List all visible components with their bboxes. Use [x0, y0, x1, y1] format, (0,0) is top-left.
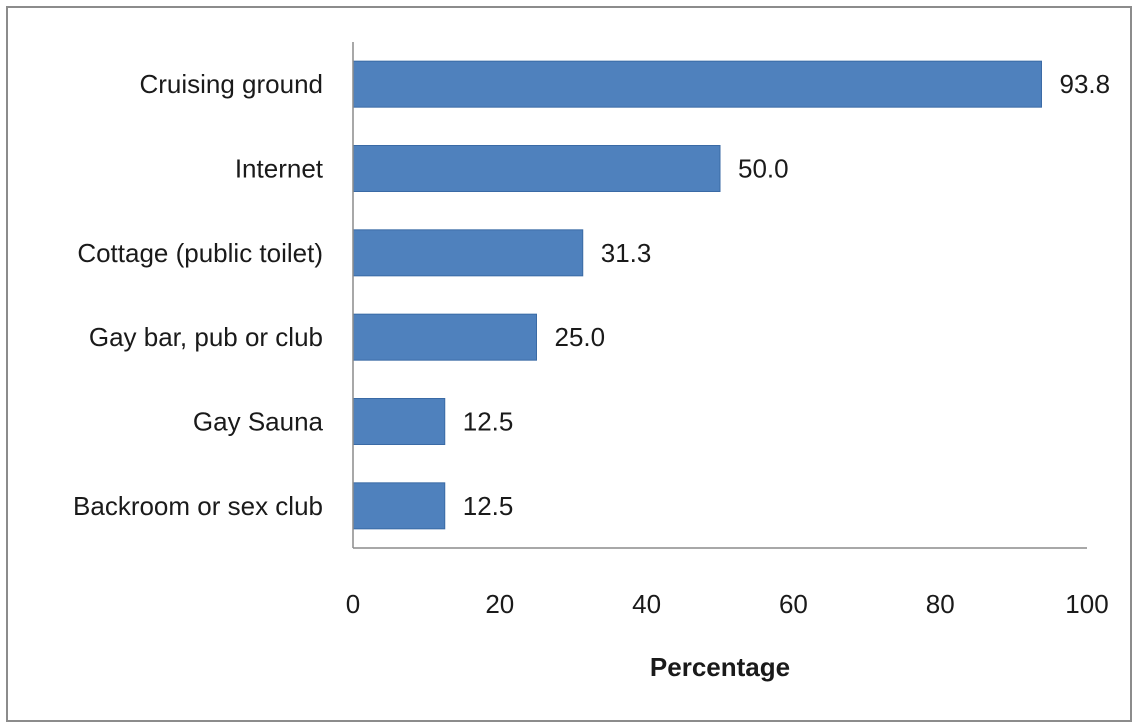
x-axis-title: Percentage	[650, 652, 790, 682]
category-label: Backroom or sex club	[73, 491, 323, 521]
value-label: 12.5	[463, 407, 514, 437]
value-label: 12.5	[463, 491, 514, 521]
value-labels: 93.8 50.0 31.3 25.0 12.5 12.5	[463, 69, 1110, 521]
bar	[352, 482, 446, 530]
category-label: Gay Sauna	[193, 407, 324, 437]
bar	[352, 398, 446, 445]
chart-frame	[6, 6, 1132, 722]
x-tick-labels: 0 20 40 60 80 100	[346, 589, 1109, 619]
value-label: 50.0	[738, 154, 789, 184]
category-label: Internet	[235, 154, 324, 184]
value-label: 25.0	[555, 322, 606, 352]
x-tick-label: 60	[779, 589, 808, 619]
bar	[352, 313, 537, 361]
value-label: 31.3	[601, 238, 652, 268]
category-label: Gay bar, pub or club	[89, 322, 323, 352]
x-tick-label: 0	[346, 589, 360, 619]
x-tick-label: 80	[926, 589, 955, 619]
x-tick-label: 20	[485, 589, 514, 619]
x-tick-label: 100	[1065, 589, 1108, 619]
axes-group	[352, 42, 1087, 549]
x-tick-label: 40	[632, 589, 661, 619]
bar	[352, 229, 584, 277]
bars-group	[352, 60, 1042, 530]
category-label: Cottage (public toilet)	[77, 238, 323, 268]
bar	[352, 145, 721, 192]
category-label: Cruising ground	[139, 69, 323, 99]
value-label: 93.8	[1059, 69, 1110, 99]
bar	[352, 60, 1042, 108]
category-labels: Cruising ground Internet Cottage (public t…	[73, 69, 324, 521]
